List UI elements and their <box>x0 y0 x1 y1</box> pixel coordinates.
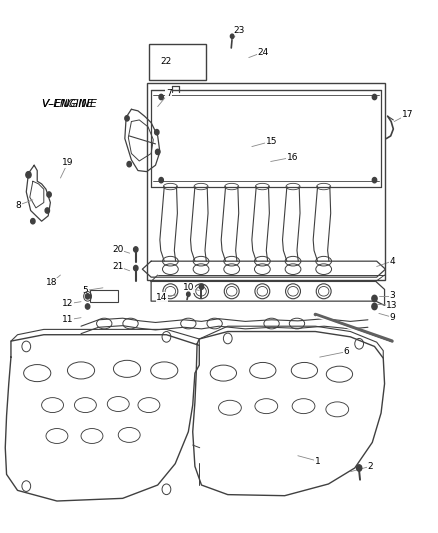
Circle shape <box>187 292 190 296</box>
Text: 8: 8 <box>15 201 21 209</box>
Text: 24: 24 <box>257 48 268 56</box>
Circle shape <box>372 295 377 302</box>
Text: 12: 12 <box>62 300 74 308</box>
Circle shape <box>134 265 138 271</box>
Circle shape <box>85 294 90 299</box>
Text: 21: 21 <box>113 262 124 271</box>
Circle shape <box>127 161 131 167</box>
Text: 23: 23 <box>233 27 244 35</box>
Circle shape <box>45 208 49 213</box>
Circle shape <box>26 172 31 178</box>
Circle shape <box>159 177 163 183</box>
Text: 15: 15 <box>266 137 277 146</box>
Text: 13: 13 <box>386 301 398 310</box>
Text: 14: 14 <box>156 293 168 302</box>
Text: 3: 3 <box>389 292 395 300</box>
Circle shape <box>155 149 160 155</box>
Text: 7: 7 <box>166 89 172 98</box>
Circle shape <box>155 130 159 135</box>
Circle shape <box>230 34 234 38</box>
Circle shape <box>125 116 129 121</box>
Circle shape <box>372 94 377 100</box>
Text: 1: 1 <box>314 457 321 465</box>
Text: 16: 16 <box>287 153 298 161</box>
Bar <box>147 83 385 280</box>
Circle shape <box>357 465 362 471</box>
Text: 5: 5 <box>82 286 88 295</box>
Circle shape <box>85 304 90 309</box>
Text: V–ENGINE: V–ENGINE <box>42 99 98 109</box>
Text: 22: 22 <box>161 57 172 66</box>
Circle shape <box>372 177 377 183</box>
Text: 9: 9 <box>389 313 395 321</box>
Text: V–ENGINE: V–ENGINE <box>42 99 93 109</box>
Circle shape <box>199 284 204 289</box>
Text: 11: 11 <box>62 316 74 324</box>
Text: 6: 6 <box>343 348 349 356</box>
Circle shape <box>372 303 377 310</box>
Text: 10: 10 <box>183 284 194 292</box>
Bar <box>149 44 206 80</box>
Circle shape <box>47 192 51 197</box>
Text: 4: 4 <box>389 257 395 265</box>
Circle shape <box>31 219 35 224</box>
Text: 19: 19 <box>62 158 74 167</box>
Bar <box>90 290 118 302</box>
Text: 2: 2 <box>367 462 373 471</box>
Text: 20: 20 <box>113 245 124 254</box>
Text: 17: 17 <box>402 110 413 119</box>
Circle shape <box>134 247 138 252</box>
Text: 18: 18 <box>46 278 57 287</box>
Circle shape <box>159 94 163 100</box>
